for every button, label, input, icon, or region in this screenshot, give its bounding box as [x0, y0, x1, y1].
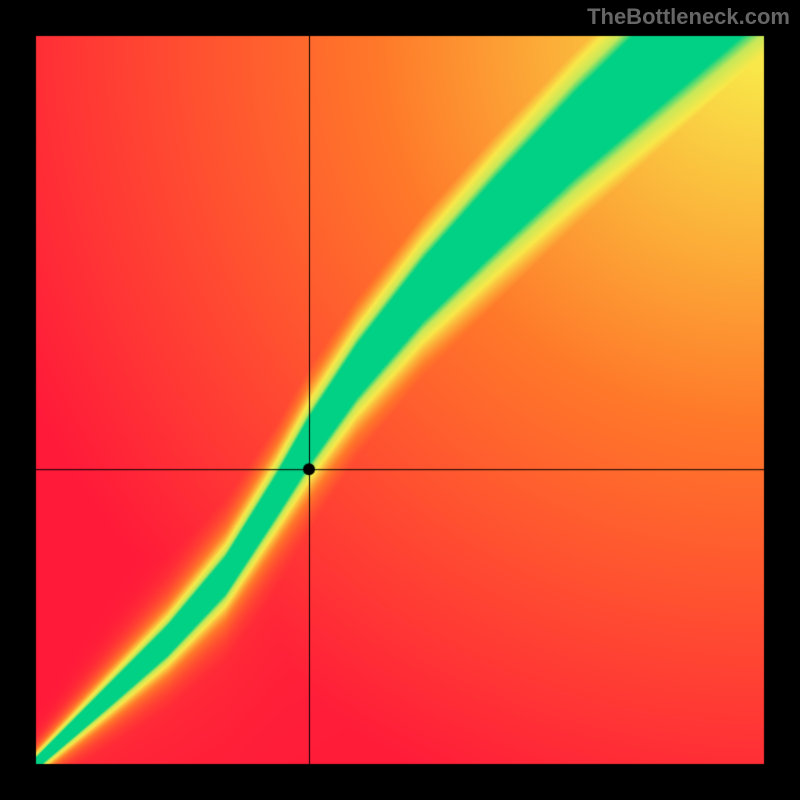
watermark-text: TheBottleneck.com	[587, 4, 790, 30]
bottleneck-heatmap	[0, 0, 800, 800]
